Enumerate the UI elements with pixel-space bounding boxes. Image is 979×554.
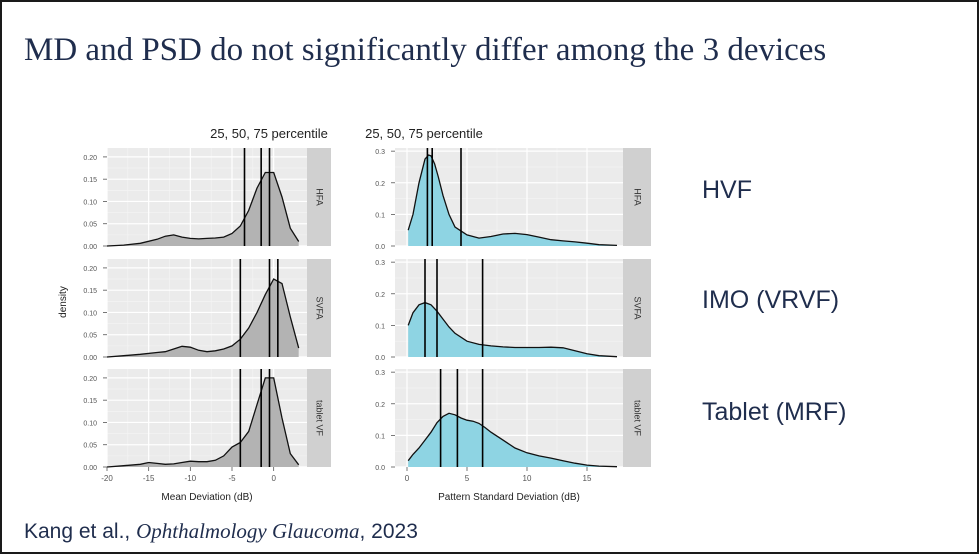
x-axis-label: Pattern Standard Deviation (dB) [438,492,580,503]
x-tick-label: 15 [583,474,592,483]
density-area [408,302,617,357]
facet-strip [307,259,331,357]
y-tick-label: 0.00 [83,355,97,362]
facet-strip [623,148,651,246]
panel-1-2: tablet VF 0.0 0.1 0.2 0.3 [375,369,651,472]
facet-strip [307,148,331,246]
y-tick-label: 0.15 [83,288,97,295]
density-line [407,412,618,468]
device-label-imo: IMO (VRVF) [702,286,840,314]
facet-strip [623,369,651,467]
facet-label: HFA [633,188,643,206]
y-tick-label: 0.2 [375,402,385,409]
density-line [106,278,300,358]
density-area [408,155,617,246]
x-tick-label: 0 [405,474,410,483]
x-tick-label: -15 [143,474,155,483]
y-tick-label: 0.0 [375,244,385,251]
slide-title: MD and PSD do not significantly differ a… [24,32,827,68]
y-tick-label: 0.1 [375,323,385,330]
y-tick-label: 0.1 [375,212,385,219]
y-tick-label: 0.3 [375,370,385,377]
y-tick-label: 0.1 [375,433,385,440]
facet-label: tablet VF [315,400,325,437]
panel-0-2: tablet VF 0.00 0.05 0.10 0.15 0.20 [83,369,331,472]
x-tick-label: -20 [101,474,113,483]
y-tick-label: 0.00 [83,244,97,251]
chart-title: 25, 50, 75 percentile [210,126,328,141]
y-tick-label: 0.2 [375,181,385,188]
y-tick-label: 0.10 [83,420,97,427]
device-label-tablet: Tablet (MRF) [702,398,847,426]
panel-0-1: SVFA 0.00 0.05 0.10 0.15 0.20 [83,259,331,362]
facet-label: SVFA [633,296,643,319]
facet-label: SVFA [315,296,325,319]
y-tick-label: 0.05 [83,333,97,340]
density-line [106,171,300,247]
facet-strip [623,259,651,357]
density-area [107,172,299,246]
panel-1-0: HFA 0.0 0.1 0.2 0.3 [375,148,651,251]
x-axis-label: Mean Deviation (dB) [161,492,252,503]
citation-journal: Ophthalmology Glaucoma [136,519,360,543]
panel-0-0: HFA 0.00 0.05 0.10 0.15 0.20 [83,148,331,251]
density-area [107,377,299,467]
panel-1-1: SVFA 0.0 0.1 0.2 0.3 [375,259,651,362]
facet-strip [307,369,331,467]
y-tick-label: 0.3 [375,149,385,156]
facet-label: HFA [315,188,325,206]
y-tick-label: 0.15 [83,177,97,184]
x-tick-label: -5 [228,474,236,483]
chart-title: 25, 50, 75 percentile [365,126,483,141]
citation-year: , 2023 [359,520,418,543]
x-tick-label: 0 [271,474,276,483]
y-tick-label: 0.20 [83,376,97,383]
y-tick-label: 0.20 [83,155,97,162]
y-axis-label: density [58,286,69,318]
x-tick-label: -10 [185,474,197,483]
y-tick-label: 0.10 [83,199,97,206]
y-tick-label: 0.00 [83,465,97,472]
y-tick-label: 0.0 [375,465,385,472]
y-tick-label: 0.20 [83,266,97,273]
device-label-hvf: HVF [702,176,752,204]
y-tick-label: 0.3 [375,260,385,267]
density-line [407,301,618,358]
y-tick-label: 0.0 [375,355,385,362]
y-tick-label: 0.15 [83,398,97,405]
x-tick-label: 10 [523,474,532,483]
y-tick-label: 0.05 [83,443,97,450]
y-tick-label: 0.2 [375,292,385,299]
x-tick-label: 5 [465,474,470,483]
density-area [408,413,617,467]
citation-authors: Kang et al., [24,520,137,543]
citation: Kang et al., Ophthalmology Glaucoma, 202… [24,519,418,544]
facet-label: tablet VF [633,400,643,437]
y-tick-label: 0.10 [83,310,97,317]
density-area [107,279,299,357]
y-tick-label: 0.05 [83,222,97,229]
